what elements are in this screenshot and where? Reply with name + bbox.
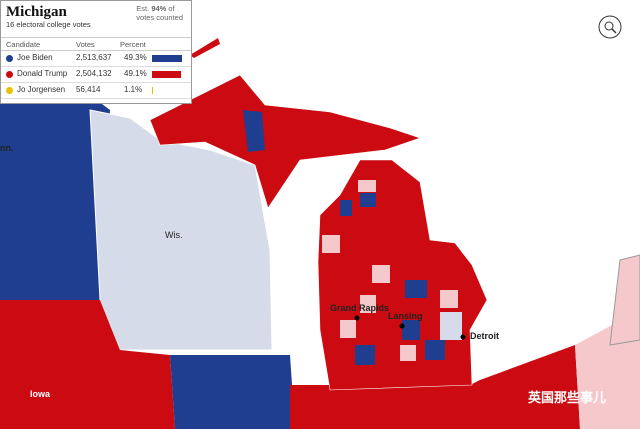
note-value: 94% [151, 4, 167, 13]
candidate-name: Donald Trump [17, 69, 68, 78]
table-row: Jo Jorgensen 56,414 1.1% [1, 83, 191, 99]
percent-bar [152, 71, 182, 78]
map-label: Lansing [388, 311, 423, 321]
new-york [609, 254, 640, 346]
note: Est. 94% of votes counted [136, 4, 183, 22]
iowa [0, 300, 175, 429]
table-header: Candidate Votes Percent [1, 37, 191, 51]
results-panel: Michigan 16 electoral college votes Est.… [0, 0, 192, 104]
map-label: nn. [0, 143, 14, 153]
zoom-icon [611, 28, 617, 34]
city-dot [460, 334, 466, 340]
illinois [170, 355, 295, 429]
note-text: of [168, 4, 175, 13]
note-text: Est. [136, 4, 150, 13]
city-dot [399, 323, 405, 329]
column-header: Candidate [6, 40, 41, 49]
city-dot [354, 315, 360, 321]
map-label: Wis. [165, 230, 183, 240]
map-label: Grand Rapids [330, 303, 389, 313]
percent: 1.1% [124, 85, 143, 94]
candidate-dot [6, 87, 13, 94]
candidate-dot [6, 55, 13, 62]
counties-dark [340, 193, 445, 365]
zoom-icon [604, 21, 614, 31]
table-row: Joe Biden 2,513,637 49.3% [1, 51, 191, 67]
minnesota [0, 95, 110, 300]
votes: 2,513,637 [76, 53, 112, 62]
watermark: 英国那些事儿 [527, 390, 606, 405]
subtitle: 16 electoral college votes [6, 20, 91, 29]
column-header: Votes [76, 40, 95, 49]
candidate-name: Joe Biden [17, 53, 53, 62]
upper-peninsula [149, 74, 421, 209]
column-header: Percent [120, 40, 146, 49]
title: Michigan [6, 4, 67, 20]
votes: 56,414 [76, 85, 101, 94]
indiana-ohio [290, 345, 580, 429]
note-text: votes counted [136, 13, 183, 22]
map-label: Iowa [30, 389, 51, 399]
isle-royale [190, 38, 220, 58]
percent: 49.3% [124, 53, 147, 62]
votes: 2,504,132 [76, 69, 112, 78]
zoom-button[interactable] [598, 15, 622, 39]
map-label: Detroit [470, 331, 499, 341]
percent: 49.1% [124, 69, 147, 78]
county-wayne [440, 312, 462, 340]
percent-bar [152, 55, 182, 62]
candidate-dot [6, 71, 13, 78]
table-row: Donald Trump 2,504,132 49.1% [1, 67, 191, 83]
county [243, 110, 265, 152]
percent-bar [152, 87, 153, 94]
candidate-name: Jo Jorgensen [17, 85, 66, 94]
counties-light [322, 180, 458, 361]
